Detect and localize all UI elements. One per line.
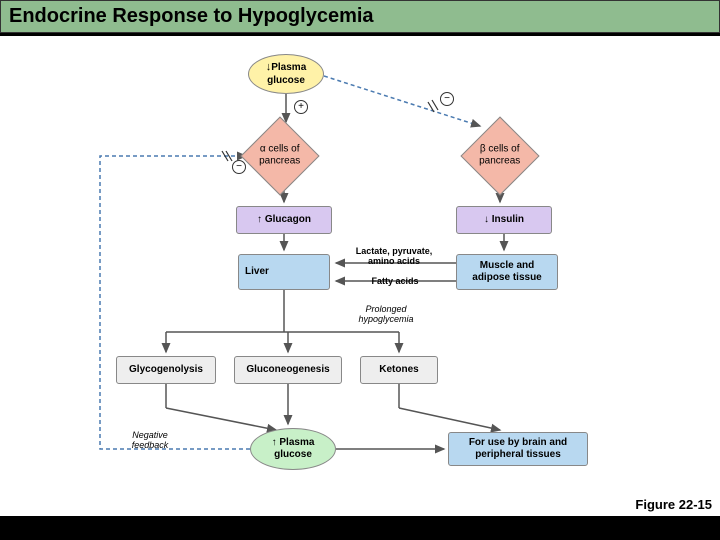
minus-symbol: − (232, 160, 246, 174)
label-negative-feedback: Negative feedback (120, 430, 180, 450)
up-arrow-icon: ↑ (272, 437, 277, 448)
title-bar: Endocrine Response to Hypoglycemia (0, 0, 720, 33)
node-ketones: Ketones (360, 356, 438, 384)
node-beta-cells: β cells of pancreas (460, 116, 539, 195)
label-prolonged: Prolonged hypoglycemia (346, 304, 426, 324)
page-title: Endocrine Response to Hypoglycemia (9, 5, 374, 27)
flowchart-diagram: ↓Plasma glucose α cells of pancreas β ce… (0, 36, 720, 516)
minus-symbol: − (440, 92, 454, 106)
up-arrow-icon: ↑ (257, 214, 262, 225)
figure-number: Figure 22-15 (635, 497, 712, 512)
node-brain-use: For use by brain and peripheral tissues (448, 432, 588, 466)
node-muscle-adipose: Muscle and adipose tissue (456, 254, 558, 290)
node-liver: Liver (238, 254, 330, 290)
node-plasma-glucose-low: ↓Plasma glucose (248, 54, 324, 94)
node-gluconeogenesis: Gluconeogenesis (234, 356, 342, 384)
down-arrow-icon: ↓ (484, 214, 489, 225)
node-plasma-glucose-up: ↑ Plasma glucose (250, 428, 336, 470)
label-lactate: Lactate, pyruvate, amino acids (344, 246, 444, 266)
plus-symbol: + (294, 100, 308, 114)
node-glucagon: ↑ Glucagon (236, 206, 332, 234)
label-fatty-acids: Fatty acids (360, 276, 430, 286)
node-glycogenolysis: Glycogenolysis (116, 356, 216, 384)
node-alpha-cells: α cells of pancreas (240, 116, 319, 195)
node-insulin: ↓ Insulin (456, 206, 552, 234)
